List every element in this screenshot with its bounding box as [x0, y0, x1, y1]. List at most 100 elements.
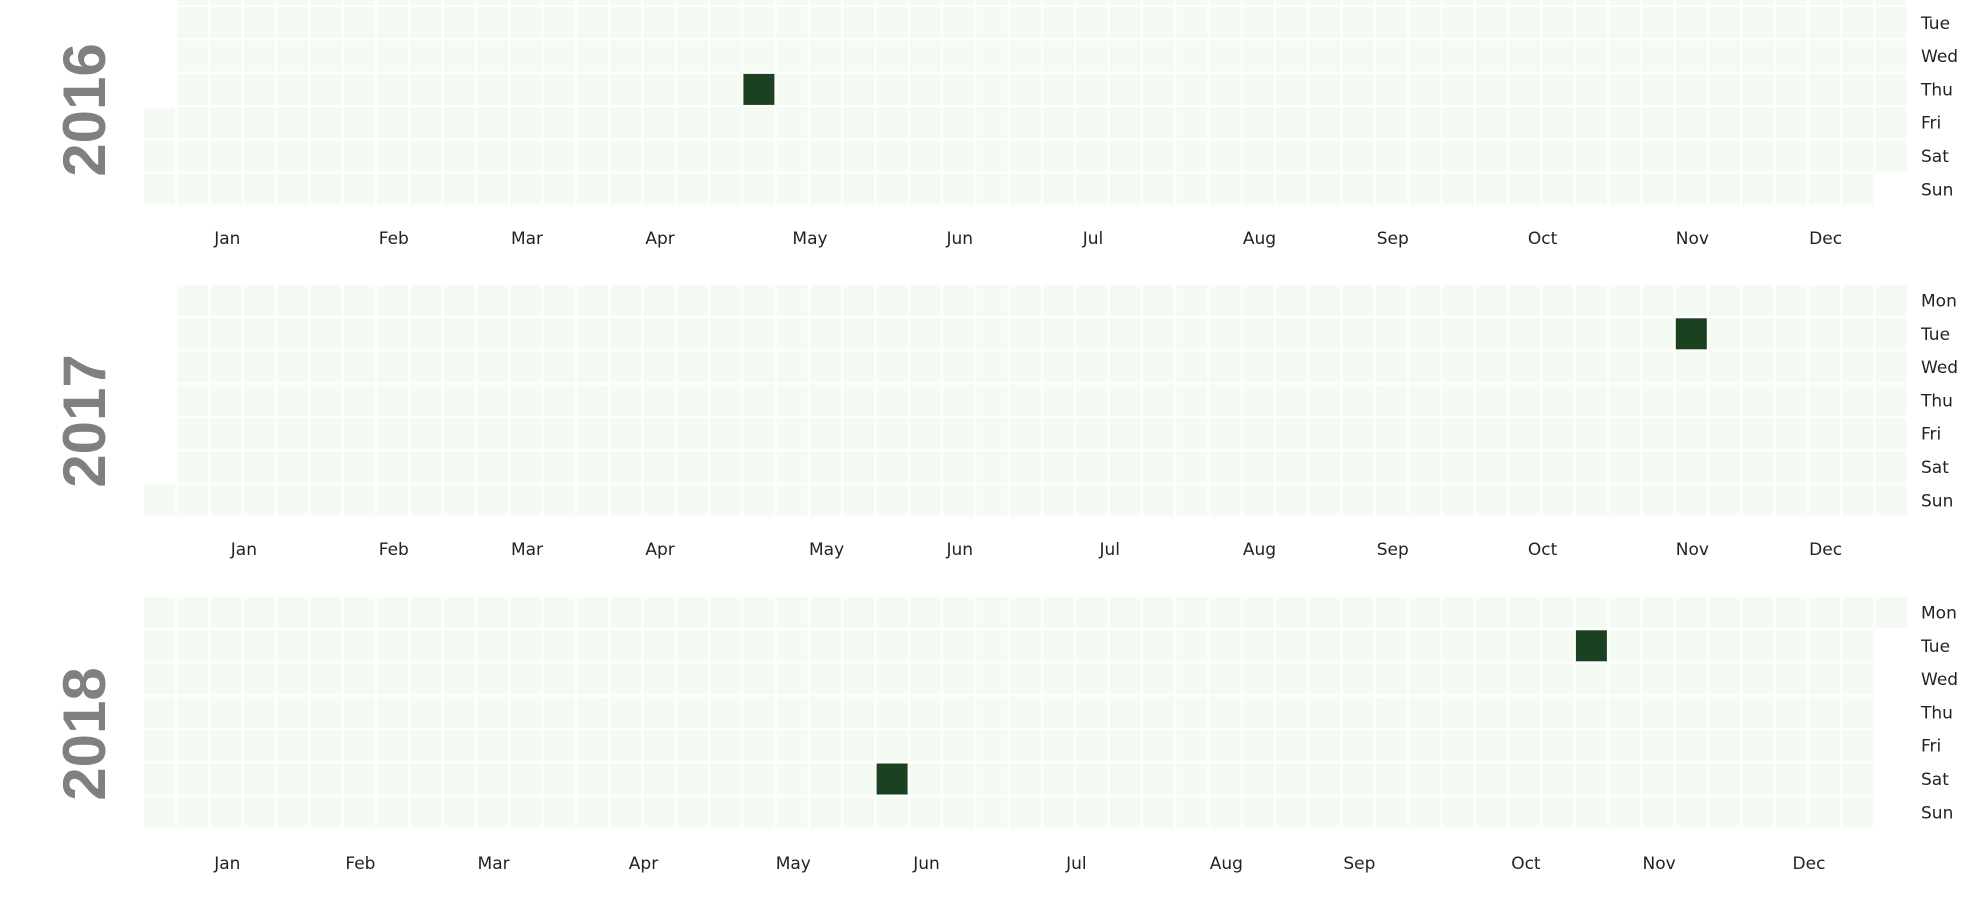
calendar-cell — [510, 384, 542, 416]
calendar-cell — [1276, 0, 1308, 5]
calendar-cell — [477, 140, 508, 172]
calendar-cell — [1209, 763, 1241, 795]
calendar-cell — [610, 484, 642, 516]
calendar-cell — [843, 285, 875, 316]
calendar-cell — [643, 484, 675, 516]
calendar-cell — [310, 318, 342, 350]
day-of-week-label: Fri — [1921, 425, 1941, 445]
calendar-cell — [477, 597, 508, 628]
calendar-cell — [1742, 484, 1774, 516]
calendar-cell — [1875, 451, 1907, 483]
calendar-cell — [377, 140, 409, 172]
calendar-cell — [676, 0, 708, 5]
calendar-cell — [1242, 484, 1274, 516]
calendar-cell — [543, 696, 575, 728]
calendar-cell — [1176, 351, 1208, 383]
calendar-cell — [909, 418, 941, 450]
calendar-cell — [843, 384, 875, 416]
calendar-cell — [1609, 696, 1641, 728]
calendar-cell — [277, 418, 309, 450]
calendar-cell — [410, 763, 442, 795]
day-of-week-label: Sun — [1921, 491, 1953, 511]
calendar-cell — [144, 796, 175, 828]
calendar-cell — [1642, 40, 1674, 72]
calendar-cell — [1775, 318, 1807, 350]
calendar-cell — [377, 7, 409, 39]
calendar-cell — [1542, 796, 1574, 828]
calendar-cell — [1775, 285, 1807, 316]
calendar-cell — [1409, 0, 1441, 5]
calendar-cell — [610, 0, 642, 5]
calendar-cell — [643, 597, 675, 628]
calendar-cell — [876, 630, 908, 662]
calendar-cell — [1542, 7, 1574, 39]
calendar-cell — [1043, 796, 1075, 828]
calendar-cell — [1309, 730, 1341, 762]
calendar-cell — [1309, 763, 1341, 795]
calendar-cell — [1642, 796, 1674, 828]
calendar-cell — [976, 285, 1008, 316]
calendar-cell — [976, 73, 1008, 105]
calendar-cell — [1076, 40, 1108, 72]
calendar-cell — [710, 0, 742, 5]
calendar-cell — [1742, 796, 1774, 828]
calendar-cell — [976, 630, 1008, 662]
calendar-cell — [1309, 173, 1341, 205]
month-label: Sep — [1377, 229, 1409, 249]
calendar-cell — [776, 285, 808, 316]
calendar-cell — [1809, 73, 1840, 105]
calendar-cell — [477, 285, 508, 316]
calendar-cell — [1043, 451, 1075, 483]
calendar-cell — [1043, 318, 1075, 350]
calendar-cell — [1575, 7, 1607, 39]
calendar-cell — [643, 0, 675, 5]
calendar-cell — [1376, 630, 1408, 662]
calendar-cell — [1509, 73, 1541, 105]
calendar-cell — [1575, 384, 1607, 416]
calendar-cell — [443, 696, 475, 728]
calendar-cell — [1775, 484, 1807, 516]
calendar-cell — [1476, 0, 1507, 5]
calendar-cell — [1043, 384, 1075, 416]
calendar-cell — [243, 318, 275, 350]
calendar-cell — [1109, 696, 1141, 728]
day-of-week-label: Sun — [1921, 180, 1953, 200]
calendar-cell — [810, 418, 841, 450]
calendar-cell — [710, 285, 742, 316]
calendar-cell — [610, 451, 642, 483]
calendar-cell — [1309, 40, 1341, 72]
calendar-cell — [510, 40, 542, 72]
calendar-cell — [810, 597, 841, 628]
calendar-cell — [177, 696, 209, 728]
calendar-cell — [1509, 663, 1541, 695]
calendar-cell — [543, 73, 575, 105]
month-label: Nov — [1676, 229, 1709, 249]
calendar-cell — [909, 730, 941, 762]
calendar-cell — [1775, 7, 1807, 39]
calendar-cell — [1509, 597, 1541, 628]
day-of-week-label: Thu — [1920, 80, 1953, 100]
calendar-cell — [1176, 796, 1208, 828]
calendar-cell — [1143, 630, 1174, 662]
calendar-cell — [743, 351, 775, 383]
calendar-cell — [676, 384, 708, 416]
calendar-cell — [943, 763, 975, 795]
calendar-cell — [1143, 140, 1174, 172]
calendar-cell — [1476, 597, 1507, 628]
calendar-cell — [410, 796, 442, 828]
calendar-cell — [610, 40, 642, 72]
calendar-cell — [1309, 630, 1341, 662]
calendar-cell — [1476, 73, 1507, 105]
calendar-cell — [210, 597, 242, 628]
calendar-cell — [1176, 484, 1208, 516]
calendar-cell — [1276, 418, 1308, 450]
calendar-cell — [1775, 730, 1807, 762]
month-label: Oct — [1528, 540, 1558, 560]
calendar-cell — [243, 384, 275, 416]
calendar-cell-event — [876, 763, 908, 795]
calendar-cell — [876, 40, 908, 72]
calendar-cell — [676, 763, 708, 795]
calendar-cell — [1809, 696, 1840, 728]
calendar-cell — [1209, 173, 1241, 205]
